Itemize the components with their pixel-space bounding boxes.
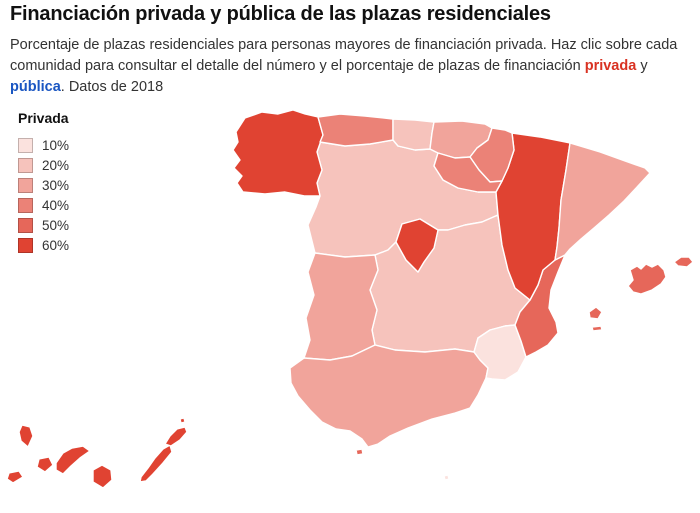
region-ceuta[interactable] [355, 448, 364, 456]
publica-accent-word: pública [10, 79, 61, 96]
legend-item: 40% [18, 195, 69, 215]
region-la-rioja[interactable] [433, 152, 503, 193]
chart-header: Financiación privada y pública de las pl… [10, 2, 690, 98]
island-el-hierro[interactable] [6, 470, 24, 484]
legend-item: 20% [18, 155, 69, 175]
island-la-gomera[interactable] [36, 456, 54, 473]
legend-item: 10% [18, 135, 69, 155]
island-ibiza[interactable] [588, 306, 603, 320]
legend-label: 30% [42, 177, 70, 193]
island-tenerife[interactable] [55, 445, 91, 475]
region-galicia[interactable] [232, 109, 324, 197]
region-asturias[interactable] [317, 113, 394, 147]
legend-item: 50% [18, 215, 69, 235]
region-cataluna[interactable] [554, 142, 651, 261]
legend-item: 30% [18, 175, 69, 195]
region-extremadura[interactable] [303, 252, 379, 361]
island-la-palma[interactable] [18, 424, 34, 448]
legend-items: 10% 20% 30% 40% 50% 60% [18, 135, 69, 255]
page-title: Financiación privada y pública de las pl… [10, 3, 551, 25]
legend-swatch [18, 217, 33, 233]
legend-label: 20% [42, 157, 70, 173]
region-cantabria[interactable] [392, 118, 435, 151]
legend-swatch [18, 197, 33, 213]
subtitle-text-after: . Datos de 2018 [60, 79, 164, 96]
island-formentera[interactable] [591, 325, 603, 332]
island-fuerteventura[interactable] [139, 444, 173, 483]
legend-swatch [18, 237, 33, 253]
region-madrid[interactable] [395, 218, 439, 273]
region-baleares[interactable] [588, 256, 694, 332]
island-lanzarote[interactable] [164, 417, 188, 447]
legend-title: Privada [18, 110, 69, 126]
subtitle-text-before: Porcentaje de plazas residenciales para … [10, 37, 678, 75]
region-melilla[interactable] [443, 474, 450, 481]
island-mallorca[interactable] [627, 263, 667, 295]
legend-label: 10% [42, 137, 70, 153]
chart-subtitle: Porcentaje de plazas residenciales para … [10, 35, 682, 98]
island-gran-canaria[interactable] [92, 464, 113, 489]
region-andalucia[interactable] [289, 344, 489, 448]
legend-label: 50% [42, 217, 70, 233]
legend-swatch [18, 137, 33, 153]
map-legend: Privada 10% 20% 30% 40% 50% 60% [18, 110, 69, 255]
legend-swatch [18, 157, 33, 173]
island-menorca[interactable] [673, 256, 694, 268]
region-canarias[interactable] [6, 417, 188, 489]
legend-label: 40% [42, 197, 70, 213]
privada-accent-word: privada [584, 58, 637, 75]
subtitle-between: y [636, 58, 648, 75]
legend-item: 60% [18, 235, 69, 255]
legend-swatch [18, 177, 33, 193]
legend-label: 60% [42, 237, 70, 253]
